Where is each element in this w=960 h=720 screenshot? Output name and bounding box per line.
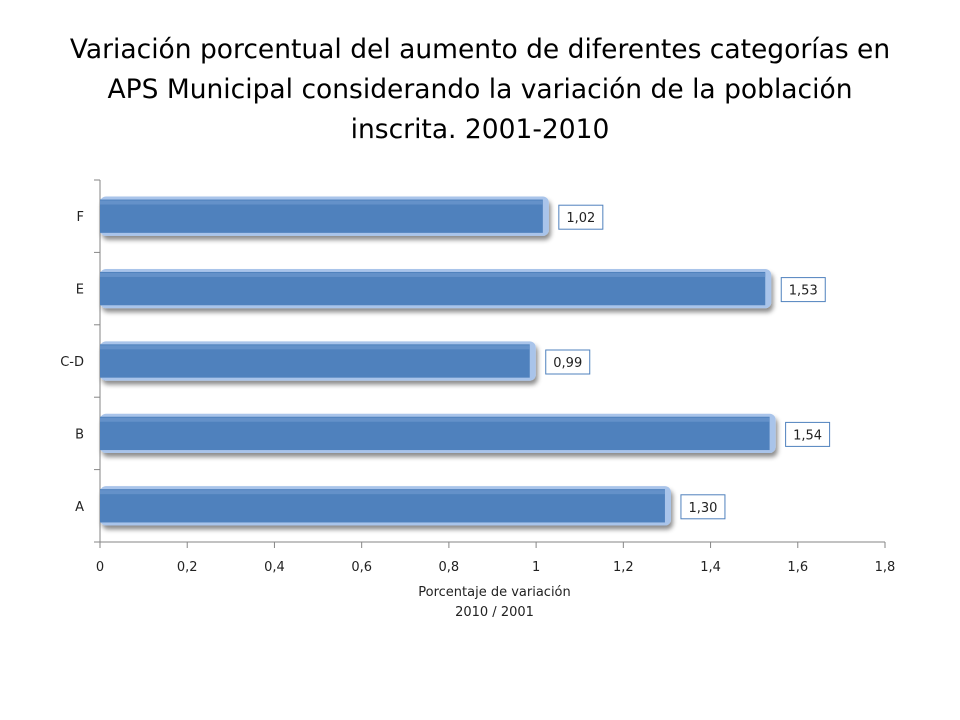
bar [100, 416, 770, 451]
chart-title-line-2: APS Municipal considerando la variación … [107, 74, 853, 105]
category-label: B [75, 427, 84, 442]
x-tick-label: 0,4 [264, 560, 285, 575]
data-label-box [785, 421, 831, 447]
bar-highlight [100, 200, 543, 205]
chart-title-line-1: Variación porcentual del aumento de dife… [69, 34, 891, 65]
chart-title-line-3: inscrita. 2001-2010 [350, 114, 610, 145]
x-tick-label: 1,4 [700, 560, 721, 575]
category-label: C-D [60, 355, 84, 370]
x-tick-label: 0,6 [351, 560, 372, 575]
bar [100, 199, 543, 233]
data-label-box [680, 494, 726, 520]
plot-area: 0 0,2 0,4 0,6 0,8 1 1,2 1,4 1,6 1,8 Porcentaje de … [60, 179, 896, 620]
x-tick-label: 1,2 [613, 560, 634, 575]
bar-highlight [100, 417, 770, 422]
chart-title: Variación porcentual del aumento de dife… [40, 30, 920, 150]
data-label-box [780, 277, 826, 303]
x-tick-label: 1,6 [787, 560, 808, 575]
x-tick-label: 1,8 [875, 560, 896, 575]
data-label: 0,99 [553, 356, 582, 371]
data-label-box [545, 349, 591, 375]
data-label-box [558, 204, 604, 230]
data-label: 1,54 [793, 428, 822, 443]
bar [100, 489, 665, 523]
bar [100, 271, 766, 306]
bar [100, 344, 530, 378]
category-label: A [75, 500, 84, 515]
x-axis-title-line: Porcentaje de variación [418, 585, 571, 600]
category-label: F [77, 210, 84, 225]
bar-highlight [100, 272, 766, 277]
data-label: 1,30 [688, 501, 717, 516]
x-axis-title-line: 2010 / 2001 [455, 605, 534, 620]
bar-highlight [100, 490, 665, 495]
x-tick-label: 0,8 [439, 560, 460, 575]
x-tick-label: 0,2 [177, 560, 198, 575]
x-tick-label: 1 [532, 560, 540, 575]
bar-highlight [100, 345, 530, 350]
data-label: 1,53 [789, 284, 818, 299]
category-label: E [76, 283, 84, 298]
data-label: 1,02 [566, 211, 595, 226]
x-tick-label: 0 [96, 560, 104, 575]
